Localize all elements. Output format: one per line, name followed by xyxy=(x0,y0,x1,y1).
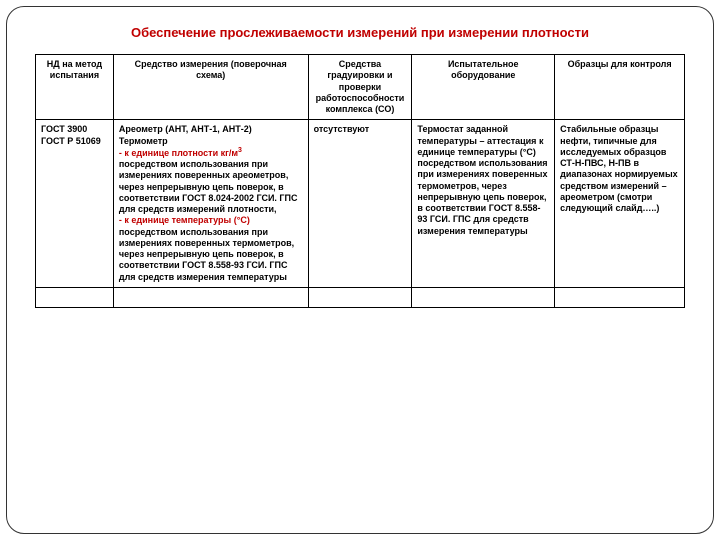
table-header-row: НД на метод испытания Средство измерения… xyxy=(36,55,685,120)
bullet-temperature: - к единице температуры (°С) xyxy=(119,215,250,225)
density-rest: посредством использования при измерениях… xyxy=(119,159,298,214)
instrument-line1: Ареометр (АНТ, АНТ-1, АНТ-2) Термометр xyxy=(119,124,252,145)
col-header-samples: Образцы для контроля xyxy=(555,55,685,120)
cell-instrument: Ареометр (АНТ, АНТ-1, АНТ-2) Термометр -… xyxy=(113,120,308,288)
cell-samples: Стабильные образцы нефти, типичные для и… xyxy=(555,120,685,288)
cell-equipment: Термостат заданной температуры – аттеста… xyxy=(412,120,555,288)
traceability-table: НД на метод испытания Средство измерения… xyxy=(35,54,685,308)
bullet-density: - к единице плотности кг/м3 xyxy=(119,148,242,158)
cell-calibration: отсутствуют xyxy=(308,120,412,288)
slide-frame: Обеспечение прослеживаемости измерений п… xyxy=(6,6,714,534)
empty-cell xyxy=(308,287,412,307)
empty-cell xyxy=(36,287,114,307)
empty-cell xyxy=(412,287,555,307)
page-title: Обеспечение прослеживаемости измерений п… xyxy=(35,25,685,40)
temperature-rest: посредством использования при измерениях… xyxy=(119,227,294,282)
empty-cell xyxy=(113,287,308,307)
col-header-nd: НД на метод испытания xyxy=(36,55,114,120)
col-header-equipment: Испытательное оборудование xyxy=(412,55,555,120)
empty-cell xyxy=(555,287,685,307)
col-header-calibration: Средства градуировки и проверки работосп… xyxy=(308,55,412,120)
table-row: ГОСТ 3900 ГОСТ Р 51069 Ареометр (АНТ, АН… xyxy=(36,120,685,288)
col-header-instrument: Средство измерения (поверочная схема) xyxy=(113,55,308,120)
cell-nd: ГОСТ 3900 ГОСТ Р 51069 xyxy=(36,120,114,288)
table-row-empty xyxy=(36,287,685,307)
